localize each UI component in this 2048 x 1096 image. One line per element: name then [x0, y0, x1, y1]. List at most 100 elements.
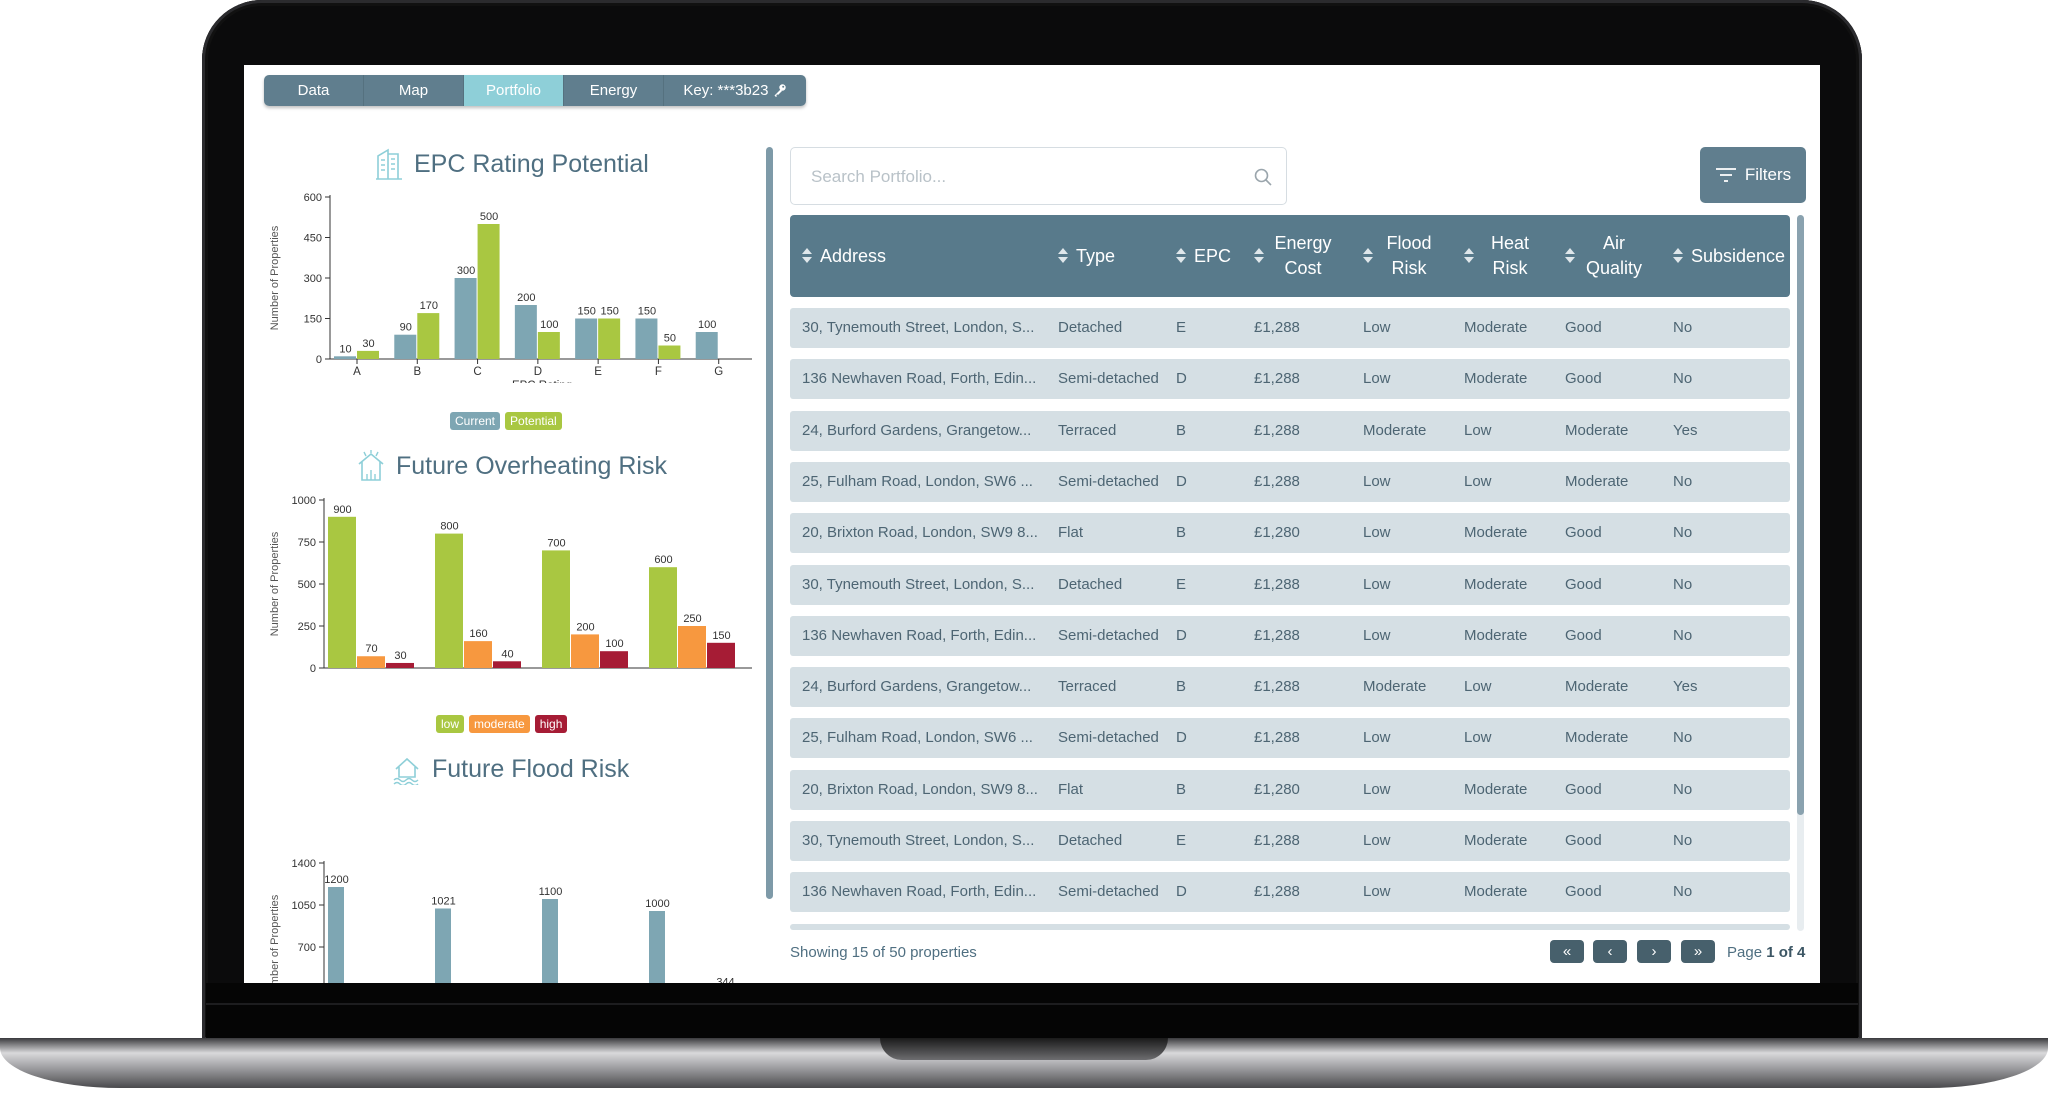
bar-Current [514, 305, 537, 359]
first-page-button[interactable]: « [1550, 940, 1584, 963]
table-cell-subsidence: Yes [1673, 421, 1698, 439]
column-label: Address [820, 245, 887, 266]
table-cell-address: 136 Newhaven Road, Forth, Edin... [802, 626, 1037, 644]
search-portfolio[interactable]: Search Portfolio... [790, 147, 1287, 205]
table-cell-type: Detached [1058, 319, 1123, 336]
table-row[interactable]: 30, Tynemouth Street, London, S... Detach… [790, 821, 1790, 861]
tab-portfolio[interactable]: Portfolio [464, 75, 564, 106]
table-cell-air-quality: Good [1565, 319, 1602, 336]
previous-page-button[interactable]: ‹ [1593, 940, 1627, 963]
column-header-address[interactable]: Address [802, 215, 886, 297]
column-header-heat-risk[interactable]: Heat Risk [1464, 215, 1538, 297]
data-label: 100 [698, 319, 716, 331]
table-cell-flood-risk: Low [1363, 780, 1391, 798]
search-icon[interactable] [1254, 168, 1272, 186]
last-page-button[interactable]: » [1681, 940, 1715, 963]
table-row[interactable]: 24, Burford Gardens, Grangetow... Terrace… [790, 410, 1790, 451]
tab-api-key[interactable]: Key: ***3b23 [664, 75, 806, 106]
column-header-energy-cost[interactable]: Energy Cost [1254, 215, 1334, 297]
table-row[interactable]: 136 Newhaven Road, Forth, Edin... Semi-de… [790, 359, 1790, 400]
table-cell-energy-cost: £1,288 [1254, 421, 1300, 439]
bar-series-0 [328, 887, 344, 983]
data-label: 344 [716, 977, 734, 983]
table-cell-epc: D [1176, 370, 1187, 388]
sort-icon [1673, 248, 1683, 264]
y-tick-label: 1400 [292, 858, 316, 870]
page-total: 4 [1797, 944, 1806, 961]
tab-label: Energy [589, 82, 638, 99]
legend-low[interactable]: low [436, 715, 465, 733]
legend-potential[interactable]: Potential [505, 412, 562, 430]
table-cell-heat-risk: Moderate [1464, 319, 1528, 336]
table-cell-type: Flat [1058, 524, 1084, 542]
table-cell-air-quality: Good [1565, 832, 1602, 849]
data-label: 70 [365, 643, 377, 655]
column-header-air-quality[interactable]: Air Quality [1565, 215, 1645, 297]
column-header-flood-risk[interactable]: Flood Risk [1363, 215, 1437, 297]
table-row[interactable]: 20, Brixton Road, London, SW9 8... Flat B £… [790, 513, 1790, 554]
legend-high[interactable]: high [534, 715, 568, 733]
bar-Current [575, 318, 598, 359]
flood-chart-title: Future Flood Risk [392, 753, 629, 785]
chart-title-text: Future Overheating Risk [396, 451, 667, 480]
data-label: 250 [683, 613, 701, 625]
table-scrollbar[interactable] [1797, 215, 1804, 815]
legend-current[interactable]: Current [450, 412, 501, 430]
next-page-button[interactable]: › [1637, 940, 1671, 963]
table-cell-heat-risk: Moderate [1464, 575, 1528, 593]
overheating-legend: low moderate high [436, 715, 568, 733]
table-row[interactable]: 30, Tynemouth Street, London, S... Detach… [790, 564, 1790, 605]
epc-rating-chart: 0 150 300 450 600 Number of Properties 10 30 A 90… [269, 192, 752, 383]
filters-button[interactable]: Filters [1700, 147, 1806, 203]
tab-data[interactable]: Data [264, 75, 364, 106]
table-cell-flood-risk: Low [1363, 729, 1391, 747]
data-label: 1000 [645, 898, 669, 910]
table-row[interactable]: 25, Fulham Road, London, SW6 ... Semi-det… [790, 461, 1790, 502]
table-row[interactable]: 24, Burford Gardens, Grangetow... Terrace… [790, 667, 1790, 708]
table-cell-subsidence: No [1673, 319, 1693, 336]
table-cell-type: Semi-detached [1058, 370, 1159, 388]
data-label: 700 [547, 537, 565, 549]
search-input[interactable]: Search Portfolio... [811, 167, 947, 186]
app-screen: Data Map Portfolio Energy Key: ***3b23 E… [244, 65, 1820, 983]
table-row[interactable]: 25, Fulham Road, London, SW6 ... Semi-det… [790, 718, 1790, 759]
building-icon [376, 148, 402, 180]
table-cell-type: Semi-detached [1058, 729, 1159, 747]
column-header-subsidence[interactable]: Subsidence [1673, 215, 1785, 297]
epc-legend: Current Potential [450, 412, 562, 430]
data-label: 150 [600, 306, 618, 318]
x-tick-label: F [655, 366, 662, 378]
y-tick-label: 450 [304, 233, 322, 245]
table-row[interactable]: 136 Newhaven Road, Forth, Edin... Semi-de… [790, 872, 1790, 913]
table-cell-type: Detached [1058, 832, 1123, 849]
page-current: 1 [1766, 944, 1775, 961]
bar-low [435, 533, 463, 668]
tab-energy[interactable]: Energy [564, 75, 664, 106]
x-tick-label: E [594, 366, 602, 378]
table-cell-heat-risk: Low [1464, 472, 1492, 490]
table-cell-flood-risk: Low [1363, 626, 1391, 644]
table-cell-heat-risk: Moderate [1464, 524, 1528, 542]
table-cell-address: 136 Newhaven Road, Forth, Edin... [802, 883, 1037, 901]
data-label: 160 [469, 628, 487, 640]
data-label: 1100 [539, 886, 563, 898]
table-cell-energy-cost: £1,280 [1254, 524, 1300, 542]
table-cell-address: 24, Burford Gardens, Grangetow... [802, 421, 1032, 439]
charts-scrollbar[interactable] [766, 147, 773, 899]
table-row[interactable]: 136 Newhaven Road, Forth, Edin... Semi-de… [790, 615, 1790, 656]
sort-icon [1058, 248, 1068, 264]
legend-moderate[interactable]: moderate [469, 715, 530, 733]
overheating-chart-title: Future Overheating Risk [356, 450, 667, 482]
bar-Current [394, 334, 417, 359]
table-cell-air-quality: Moderate [1565, 729, 1629, 747]
column-header-epc[interactable]: EPC [1176, 215, 1231, 297]
table-row[interactable]: 30, Tynemouth Street, London, S... Detach… [790, 308, 1790, 348]
bar-moderate [678, 626, 706, 668]
chart-title-text: EPC Rating Potential [414, 149, 649, 178]
column-header-type[interactable]: Type [1058, 215, 1115, 297]
data-label: 800 [440, 521, 458, 533]
table-cell-energy-cost: £1,288 [1254, 883, 1300, 901]
filters-label: Filters [1744, 165, 1792, 184]
tab-map[interactable]: Map [364, 75, 464, 106]
table-row[interactable]: 20, Brixton Road, London, SW9 8... Flat B £… [790, 769, 1790, 810]
